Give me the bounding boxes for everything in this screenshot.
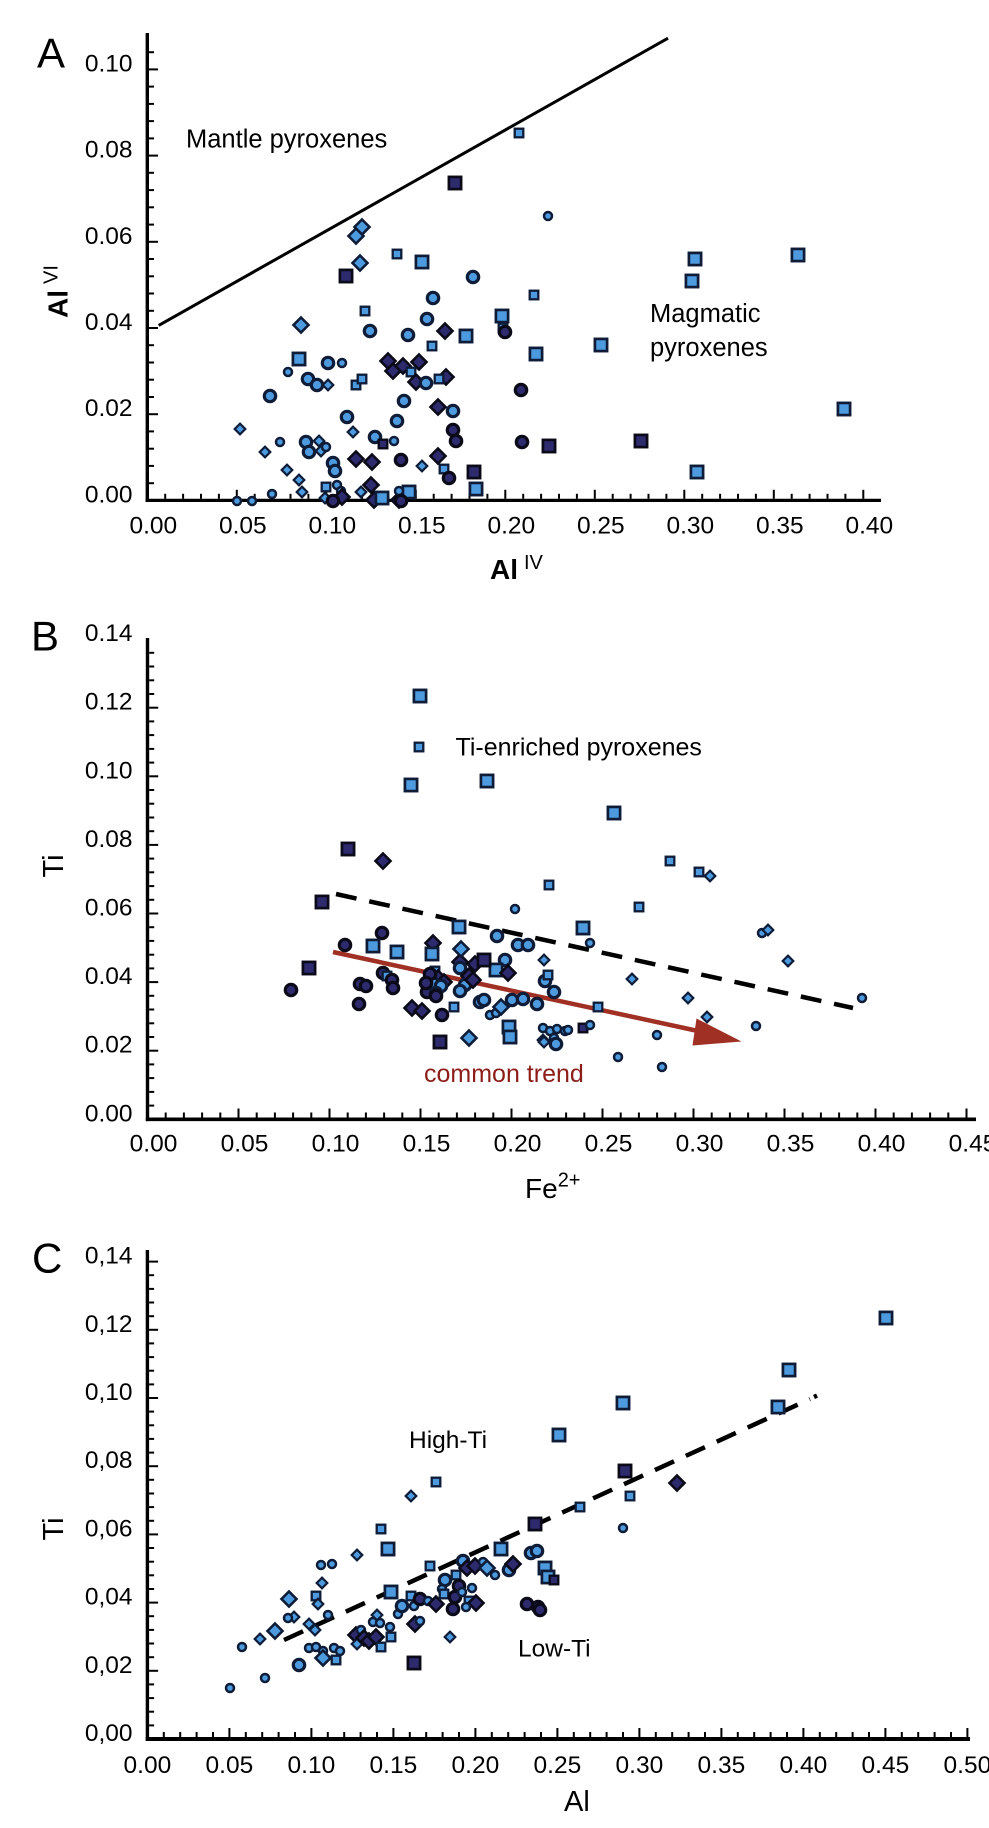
svg-text:0,00: 0,00 — [85, 1720, 133, 1747]
svg-text:B: B — [31, 613, 59, 660]
svg-text:0.04: 0.04 — [85, 963, 133, 990]
svg-text:0.00: 0.00 — [85, 1100, 133, 1127]
svg-text:Ti-enriched pyroxenes: Ti-enriched pyroxenes — [456, 734, 702, 762]
svg-text:0.08: 0.08 — [85, 826, 133, 853]
svg-text:0.25: 0.25 — [534, 1752, 582, 1779]
svg-text:Mantle pyroxenes: Mantle pyroxenes — [186, 126, 387, 154]
svg-text:0.50: 0.50 — [944, 1752, 989, 1779]
svg-text:0,04: 0,04 — [85, 1584, 133, 1611]
svg-text:0.00: 0.00 — [124, 1752, 172, 1779]
svg-text:0.40: 0.40 — [858, 1130, 906, 1157]
svg-text:0.30: 0.30 — [616, 1752, 664, 1779]
svg-text:0,06: 0,06 — [85, 1515, 133, 1542]
svg-text:0.05: 0.05 — [221, 1130, 269, 1157]
svg-text:0.45: 0.45 — [949, 1130, 989, 1157]
svg-text:Fe2+: Fe2+ — [525, 1170, 581, 1205]
svg-text:0,08: 0,08 — [85, 1447, 133, 1474]
svg-text:0.35: 0.35 — [698, 1752, 746, 1779]
svg-text:Low-Ti: Low-Ti — [518, 1636, 591, 1663]
svg-text:0.08: 0.08 — [85, 137, 133, 164]
svg-text:0.35: 0.35 — [756, 512, 804, 539]
svg-text:0.00: 0.00 — [129, 512, 177, 539]
svg-text:0.06: 0.06 — [85, 895, 133, 922]
svg-text:0,10: 0,10 — [85, 1379, 133, 1406]
svg-text:0.00: 0.00 — [130, 1130, 178, 1157]
svg-text:0.15: 0.15 — [403, 1130, 451, 1157]
svg-text:0.30: 0.30 — [666, 512, 714, 539]
svg-text:0.30: 0.30 — [676, 1130, 724, 1157]
svg-text:Ti: Ti — [38, 1517, 70, 1540]
svg-text:0.04: 0.04 — [85, 309, 133, 336]
svg-text:common trend: common trend — [424, 1060, 584, 1088]
svg-text:0.25: 0.25 — [577, 512, 625, 539]
svg-text:0.12: 0.12 — [85, 689, 133, 716]
svg-text:0,14: 0,14 — [85, 1243, 133, 1270]
svg-text:0.05: 0.05 — [206, 1752, 254, 1779]
svg-text:0.20: 0.20 — [452, 1752, 500, 1779]
svg-text:A: A — [37, 30, 65, 77]
svg-text:0.02: 0.02 — [85, 395, 133, 422]
svg-text:Magmatic: Magmatic — [650, 300, 761, 328]
svg-text:0.10: 0.10 — [288, 1752, 336, 1779]
svg-text:High-Ti: High-Ti — [409, 1427, 487, 1454]
svg-text:pyroxenes: pyroxenes — [650, 334, 768, 362]
svg-text:0.25: 0.25 — [585, 1130, 633, 1157]
svg-text:0.06: 0.06 — [85, 223, 133, 250]
svg-text:0.10: 0.10 — [85, 757, 133, 784]
svg-text:C: C — [32, 1235, 62, 1282]
svg-text:0.10: 0.10 — [308, 512, 356, 539]
svg-text:0,02: 0,02 — [85, 1652, 133, 1679]
svg-text:0.15: 0.15 — [370, 1752, 418, 1779]
svg-text:0.10: 0.10 — [85, 50, 133, 77]
svg-text:0.10: 0.10 — [312, 1130, 360, 1157]
svg-text:0.05: 0.05 — [219, 512, 267, 539]
svg-text:0.20: 0.20 — [487, 512, 535, 539]
svg-text:0.14: 0.14 — [85, 620, 133, 647]
svg-text:Al: Al — [564, 1786, 590, 1818]
svg-text:0.02: 0.02 — [85, 1032, 133, 1059]
svg-text:0.00: 0.00 — [85, 481, 133, 508]
svg-text:0,12: 0,12 — [85, 1311, 133, 1338]
svg-text:0.35: 0.35 — [767, 1130, 815, 1157]
svg-text:0.40: 0.40 — [780, 1752, 828, 1779]
svg-text:0.40: 0.40 — [845, 512, 893, 539]
svg-text:0.20: 0.20 — [494, 1130, 542, 1157]
svg-text:0.15: 0.15 — [398, 512, 446, 539]
svg-text:Ti: Ti — [38, 854, 70, 877]
svg-text:0.45: 0.45 — [862, 1752, 910, 1779]
